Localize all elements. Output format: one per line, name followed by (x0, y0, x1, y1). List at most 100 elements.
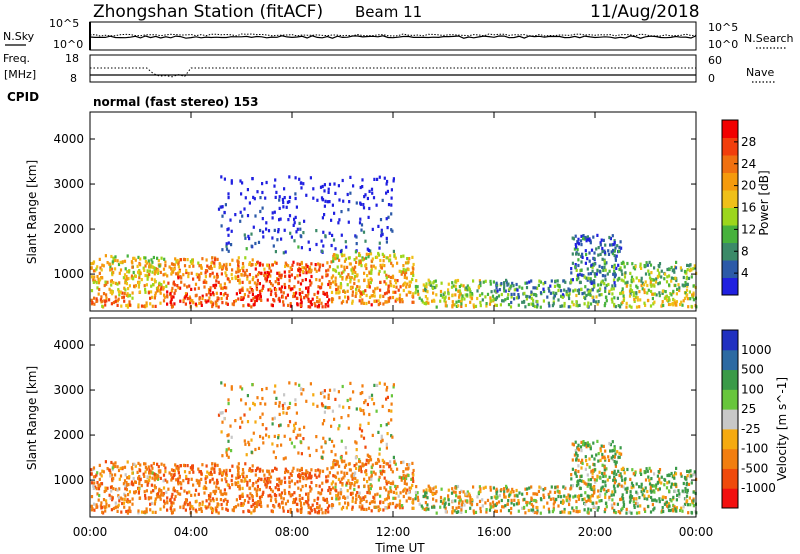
velocity-cell (460, 510, 463, 514)
power-cell (371, 257, 374, 261)
power-cell (252, 195, 255, 199)
power-cell (472, 279, 475, 283)
power-cell (321, 216, 324, 220)
velocity-cell (310, 480, 313, 485)
velocity-cell (234, 482, 237, 487)
velocity-cell (382, 465, 385, 469)
velocity-cell (166, 508, 169, 512)
power-cell (686, 282, 689, 286)
power-cell (334, 276, 337, 280)
power-cell (170, 289, 173, 293)
velocity-cell (598, 476, 601, 480)
velocity-cell (298, 479, 302, 483)
power-cell (172, 280, 175, 284)
velocity-cell (658, 497, 661, 501)
velocity-cell (532, 504, 535, 508)
velocity-cell (306, 501, 309, 505)
power-cell (601, 257, 604, 261)
power-cell (580, 260, 583, 264)
power-cell (503, 289, 506, 293)
velocity-cell (604, 480, 607, 484)
power-cell (317, 303, 321, 308)
power-cell (615, 266, 618, 270)
power-colorbar-tick-label: 8 (741, 244, 749, 258)
velocity-cell (390, 402, 393, 406)
power-cell (106, 280, 109, 284)
velocity-cell (405, 482, 408, 486)
power-cell (644, 264, 647, 268)
power-cell (650, 284, 653, 288)
velocity-cell (337, 477, 340, 481)
velocity-cell (416, 491, 419, 495)
power-cell (495, 295, 499, 300)
velocity-cell (600, 486, 603, 490)
velocity-cell (362, 436, 366, 440)
power-cell (240, 273, 243, 277)
velocity-cell (173, 508, 176, 512)
velocity-cell (294, 402, 297, 407)
velocity-cell (114, 461, 117, 465)
velocity-cell (625, 511, 628, 515)
power-cell (108, 262, 111, 266)
power-cell (104, 299, 107, 304)
velocity-cell (464, 499, 467, 503)
velocity-cell (687, 482, 691, 486)
power-cell (593, 272, 596, 276)
power-cell (385, 273, 388, 277)
power-cell (162, 287, 165, 291)
velocity-cell (316, 404, 319, 408)
velocity-cell (669, 508, 672, 513)
power-cell (613, 253, 616, 258)
velocity-cell (591, 501, 594, 505)
velocity-cell (661, 497, 664, 501)
velocity-cell (361, 462, 364, 466)
power-cell (579, 239, 583, 243)
power-cell (137, 281, 140, 285)
velocity-cell (323, 419, 326, 423)
power-cell (386, 300, 389, 304)
power-cell (602, 238, 605, 242)
velocity-cell (670, 471, 673, 476)
velocity-cell (362, 496, 365, 500)
power-cell (342, 299, 345, 303)
velocity-cell (345, 481, 348, 485)
power-cell (613, 269, 616, 273)
velocity-cell (575, 509, 578, 514)
velocity-cell (333, 459, 336, 463)
velocity-cell (404, 474, 408, 478)
velocity-cell (182, 504, 185, 508)
velocity-cell (180, 486, 183, 490)
power-cell (144, 264, 147, 268)
power-cell (326, 273, 329, 277)
power-cell (593, 251, 596, 255)
velocity-cell (114, 506, 117, 510)
power-cell (402, 270, 405, 274)
power-cell (153, 272, 156, 276)
velocity-cell (527, 508, 530, 513)
power-cell (316, 198, 319, 202)
velocity-cell (588, 457, 591, 461)
velocity-cell (653, 506, 656, 510)
velocity-cell (251, 498, 254, 503)
velocity-cell (381, 438, 384, 442)
power-cell (282, 300, 285, 304)
velocity-cell (259, 434, 262, 439)
velocity-cell (134, 464, 137, 468)
power-cell (521, 286, 524, 290)
power-cell (453, 303, 456, 307)
power-cell (387, 284, 390, 288)
power-cell (685, 275, 688, 279)
velocity-cell (278, 493, 281, 497)
velocity-cell (237, 462, 240, 466)
velocity-cell (139, 469, 142, 473)
velocity-cell (227, 398, 230, 402)
velocity-cell (213, 470, 216, 474)
power-cell (439, 289, 443, 294)
velocity-cell (633, 473, 637, 477)
velocity-cell (628, 500, 632, 504)
power-cell (283, 228, 286, 232)
power-cell (160, 283, 163, 287)
power-cell (284, 261, 287, 265)
power-cell (574, 263, 577, 267)
velocity-cell (679, 508, 682, 513)
